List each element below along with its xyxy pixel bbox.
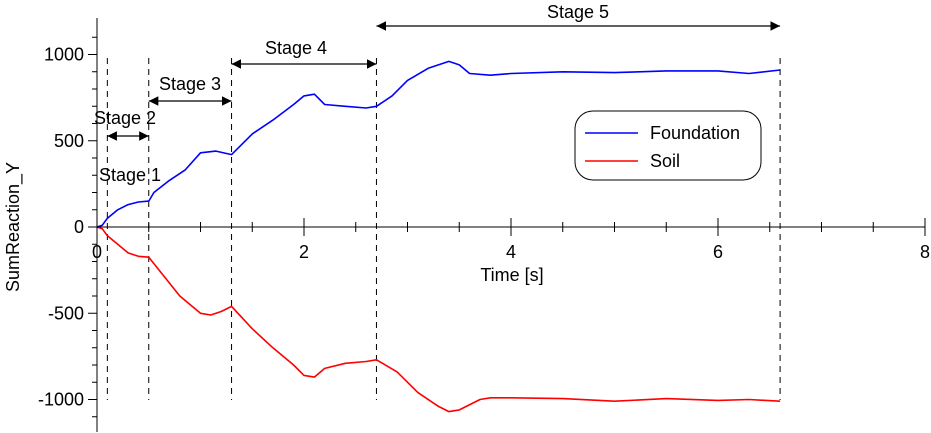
stage-label: Stage 5 (547, 2, 609, 22)
y-tick-label: -500 (48, 303, 84, 323)
stage-label: Stage 4 (265, 38, 327, 58)
stage-label: Stage 2 (94, 108, 156, 128)
x-tick-label: 0 (92, 242, 102, 262)
x-tick-label: 4 (506, 242, 516, 262)
y-tick-labels: 1000 500 0 -500 -1000 (38, 45, 84, 410)
x-tick-labels: 0 2 4 6 8 (92, 242, 930, 262)
y-tick-label: 1000 (44, 45, 84, 65)
x-tick-label: 2 (299, 242, 309, 262)
y-tick-label: -1000 (38, 390, 84, 410)
legend-label-foundation: Foundation (650, 123, 740, 143)
legend-label-soil: Soil (650, 151, 680, 171)
x-tick-label: 8 (920, 242, 930, 262)
y-tick-label: 500 (54, 131, 84, 151)
series-layer (96, 60, 781, 413)
x-axis-title: Time [s] (480, 265, 543, 285)
stage-label: Stage 1 (99, 165, 161, 185)
stage-label: Stage 3 (159, 74, 221, 94)
legend-box (574, 110, 762, 181)
stage-lines (106, 58, 781, 400)
series-line-foundation (96, 60, 781, 228)
x-tick-label: 6 (713, 242, 723, 262)
y-tick-label: 0 (74, 217, 84, 237)
legend: Foundation Soil (574, 110, 762, 181)
axes (88, 18, 926, 432)
series-line-soil (96, 226, 781, 413)
y-axis-title: SumReaction_Y (3, 162, 24, 292)
